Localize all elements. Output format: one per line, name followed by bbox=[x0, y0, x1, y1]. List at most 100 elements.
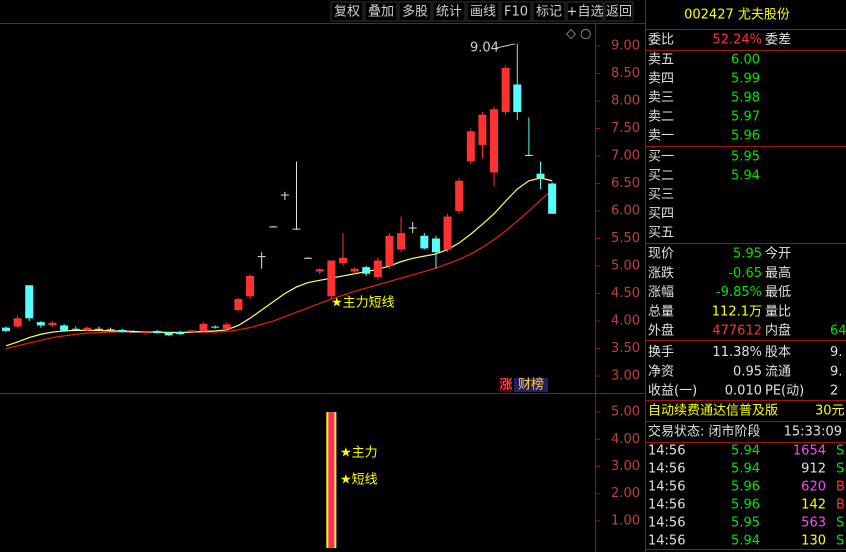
y-tick-label: 1.00 bbox=[611, 513, 640, 528]
candle-body bbox=[420, 235, 429, 249]
y-tick-label: 4.50 bbox=[611, 286, 640, 301]
quote-label: 总量 bbox=[648, 304, 674, 319]
trade-flag: S bbox=[836, 444, 844, 459]
candle-body bbox=[234, 299, 243, 311]
trade-flag: S bbox=[836, 462, 844, 477]
toolbar-button-label[interactable]: 标记 bbox=[536, 5, 562, 20]
bid-label: 买五 bbox=[648, 226, 674, 241]
trade-time: 14:56 bbox=[648, 462, 685, 477]
toolbar-button[interactable] bbox=[532, 1, 566, 22]
toolbar-button-label[interactable]: F10 bbox=[504, 5, 528, 20]
trade-volume: 130 bbox=[801, 534, 826, 549]
quote-value: 0.95 bbox=[733, 364, 762, 379]
status-time: 15:33:09 bbox=[784, 425, 842, 440]
indicator-label: ★短线 bbox=[340, 473, 378, 488]
icon-diamond[interactable]: ◇ bbox=[566, 27, 576, 42]
trade-time: 14:56 bbox=[648, 498, 685, 513]
ratio-label2: 委差 bbox=[765, 33, 791, 48]
trade-time: 14:56 bbox=[648, 480, 685, 495]
quote-label: 净资 bbox=[648, 364, 674, 379]
trade-price: 5.96 bbox=[731, 498, 760, 513]
high-label: 9.04 bbox=[470, 40, 499, 55]
quote-value2: 9. bbox=[830, 364, 842, 379]
toolbar-button-label[interactable]: 画线 bbox=[470, 5, 496, 20]
trade-price: 5.96 bbox=[731, 480, 760, 495]
y-tick-label: 3.00 bbox=[611, 369, 640, 384]
quote-label: 涨幅 bbox=[648, 285, 674, 300]
ask-label: 卖二 bbox=[648, 110, 674, 125]
bid-price: 5.94 bbox=[731, 169, 760, 184]
candle-body bbox=[280, 194, 289, 196]
candle-body bbox=[141, 332, 150, 334]
quote-label2: 最高 bbox=[765, 265, 791, 281]
trade-time: 14:56 bbox=[648, 516, 685, 531]
candle-body bbox=[257, 256, 266, 258]
candle-body bbox=[199, 323, 208, 331]
toolbar-button[interactable] bbox=[566, 1, 604, 22]
trade-volume: 620 bbox=[801, 480, 826, 495]
candle-body bbox=[455, 180, 464, 212]
candle-body bbox=[408, 227, 417, 229]
toolbar-button-label[interactable]: 叠加 bbox=[368, 5, 394, 20]
quote-label2: 最低 bbox=[765, 285, 791, 300]
toolbar-button-label[interactable]: +自选 bbox=[567, 5, 604, 20]
promo-text: 自动续费通达信普及版 bbox=[648, 404, 778, 419]
tag-box bbox=[514, 378, 548, 392]
y-tick-label: 4.00 bbox=[611, 432, 640, 447]
y-tick-label: 4.00 bbox=[611, 314, 640, 329]
bid-label: 买三 bbox=[648, 188, 674, 203]
quote-value: 112.1万 bbox=[712, 304, 762, 319]
candle-body bbox=[71, 328, 80, 330]
toolbar-button[interactable] bbox=[432, 1, 466, 22]
y-tick-label: 5.50 bbox=[611, 231, 640, 246]
quote-value: 477612 bbox=[712, 324, 762, 339]
high-arrow bbox=[496, 43, 516, 49]
toolbar-button-label[interactable]: 统计 bbox=[436, 5, 462, 20]
candle-body bbox=[513, 84, 522, 113]
bid-label: 买四 bbox=[648, 207, 674, 222]
trade-price: 5.95 bbox=[731, 516, 760, 531]
quote-label2: 股本 bbox=[765, 345, 791, 360]
candle-body bbox=[25, 285, 34, 319]
candle-body bbox=[466, 131, 475, 162]
toolbar-button[interactable] bbox=[500, 1, 532, 22]
toolbar-button-label[interactable]: 复权 bbox=[334, 4, 360, 20]
candle-body bbox=[36, 322, 45, 326]
ratio-value: 52.24% bbox=[712, 33, 762, 48]
toolbar-button[interactable] bbox=[330, 1, 364, 22]
candle-body bbox=[118, 329, 127, 333]
trade-flag: S bbox=[836, 534, 844, 549]
candle-body bbox=[338, 257, 347, 264]
y-tick-label: 2.00 bbox=[611, 486, 640, 501]
trade-flag: B bbox=[836, 480, 845, 495]
y-tick-label: 5.00 bbox=[611, 259, 640, 274]
quote-label: 收益(一) bbox=[648, 384, 697, 399]
candle-body bbox=[315, 269, 324, 272]
icon-circle[interactable]: ○ bbox=[580, 27, 591, 42]
candle-body bbox=[211, 326, 220, 328]
toolbar-button[interactable] bbox=[604, 1, 634, 22]
candle-body bbox=[478, 114, 487, 146]
ask-label: 卖五 bbox=[648, 53, 674, 68]
candle-body bbox=[2, 327, 10, 331]
trade-volume: 912 bbox=[801, 462, 826, 477]
toolbar-button-label[interactable]: 返回 bbox=[606, 5, 632, 20]
toolbar-button[interactable] bbox=[398, 1, 432, 22]
candle-body bbox=[94, 328, 103, 330]
candle-body bbox=[292, 228, 301, 230]
bid-label: 买二 bbox=[648, 169, 674, 184]
quote-value2: 9. bbox=[830, 345, 842, 360]
toolbar-button[interactable] bbox=[364, 1, 398, 22]
quote-value: 11.38% bbox=[712, 345, 762, 360]
quote-value: -0.65 bbox=[728, 266, 762, 281]
toolbar-button[interactable] bbox=[466, 1, 500, 22]
candle-body bbox=[350, 268, 359, 272]
tag: 财榜 bbox=[518, 377, 544, 393]
y-tick-label: 7.50 bbox=[611, 121, 640, 136]
signal-label: ★主力短线 bbox=[331, 296, 395, 311]
y-tick-label: 8.00 bbox=[611, 94, 640, 109]
y-tick-label: 3.50 bbox=[611, 341, 640, 356]
candle-body bbox=[362, 267, 371, 274]
toolbar-button-label[interactable]: 多股 bbox=[402, 4, 428, 20]
ask-label: 卖一 bbox=[648, 129, 674, 144]
